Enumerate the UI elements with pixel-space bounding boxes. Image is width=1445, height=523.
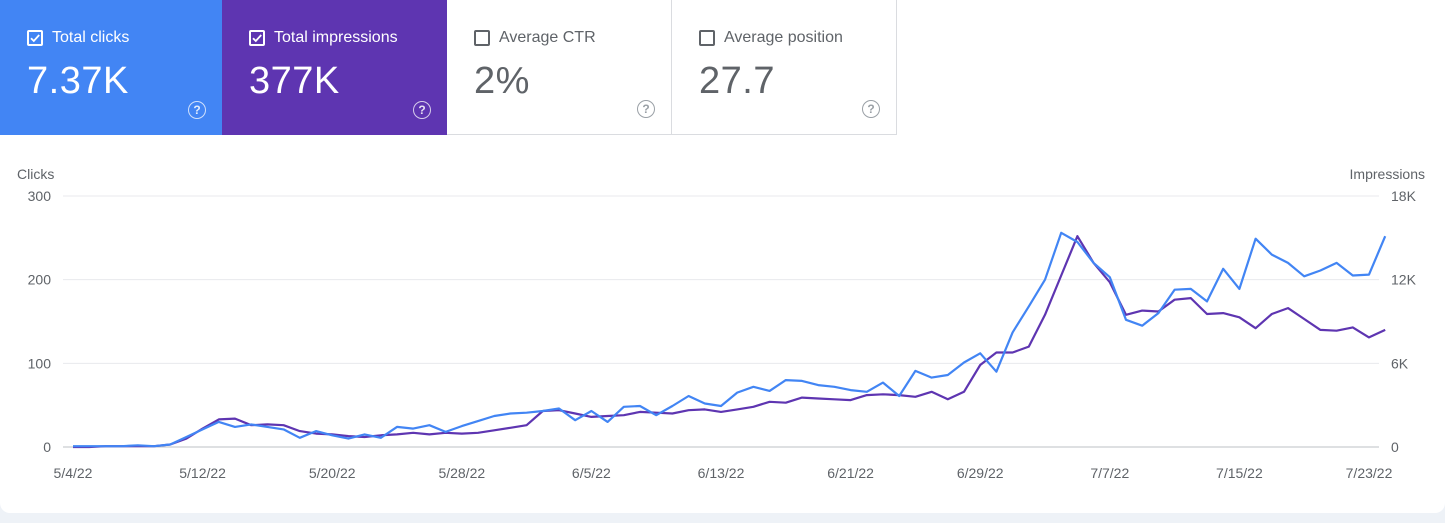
left-axis-tick-label: 300 xyxy=(28,188,52,204)
x-axis-tick-label: 5/12/22 xyxy=(179,465,226,481)
right-axis-tick-label: 6K xyxy=(1391,355,1409,371)
x-axis-tick-label: 6/29/22 xyxy=(957,465,1004,481)
metric-label: Average position xyxy=(724,29,843,46)
clicks-series-line xyxy=(73,231,1387,448)
left-axis-ticks: 300 200 100 0 xyxy=(28,188,52,455)
metric-value: 377K xyxy=(249,60,340,102)
checkbox-checked-icon[interactable] xyxy=(27,30,43,46)
impressions-series-line xyxy=(73,235,1386,449)
metric-label: Total clicks xyxy=(52,29,130,46)
right-axis-tick-label: 0 xyxy=(1391,439,1399,455)
metric-value: 27.7 xyxy=(699,60,775,102)
average-ctr-tile[interactable]: Average CTR 2% ? xyxy=(447,0,672,135)
metric-value: 7.37K xyxy=(27,60,129,102)
left-axis-tick-label: 0 xyxy=(43,439,51,455)
right-axis-tick-label: 12K xyxy=(1391,272,1417,288)
checkbox-unchecked-icon[interactable] xyxy=(699,30,715,46)
left-axis-tick-label: 200 xyxy=(28,272,52,288)
checkbox-unchecked-icon[interactable] xyxy=(474,30,490,46)
x-axis-tick-label: 7/23/22 xyxy=(1346,465,1393,481)
help-icon[interactable]: ? xyxy=(188,101,206,119)
help-icon[interactable]: ? xyxy=(413,101,431,119)
chart-lines xyxy=(73,231,1387,449)
x-axis-ticks: 5/4/22 5/12/22 5/20/22 5/28/22 6/5/22 6/13/22… xyxy=(54,465,1393,481)
help-icon[interactable]: ? xyxy=(862,100,880,118)
metric-label: Average CTR xyxy=(499,29,596,46)
average-position-tile[interactable]: Average position 27.7 ? xyxy=(672,0,897,135)
right-axis-tick-label: 18K xyxy=(1391,188,1417,204)
x-axis-tick-label: 5/28/22 xyxy=(438,465,485,481)
x-axis-tick-label: 5/4/22 xyxy=(54,465,93,481)
left-axis-title: Clicks xyxy=(17,166,54,182)
metric-tiles: Total clicks 7.37K ? Total impressions 3… xyxy=(0,0,897,135)
left-axis-tick-label: 100 xyxy=(28,355,52,371)
metric-label: Total impressions xyxy=(274,29,398,46)
x-axis-tick-label: 6/13/22 xyxy=(698,465,745,481)
total-clicks-tile[interactable]: Total clicks 7.37K ? xyxy=(0,0,222,135)
total-impressions-tile[interactable]: Total impressions 377K ? xyxy=(222,0,447,135)
right-axis-ticks: 18K 12K 6K 0 xyxy=(1391,188,1417,455)
x-axis-tick-label: 7/7/22 xyxy=(1090,465,1129,481)
x-axis-tick-label: 7/15/22 xyxy=(1216,465,1263,481)
x-axis-tick-label: 5/20/22 xyxy=(309,465,356,481)
metric-value: 2% xyxy=(474,60,530,102)
help-icon[interactable]: ? xyxy=(637,100,655,118)
x-axis-tick-label: 6/21/22 xyxy=(827,465,874,481)
x-axis-tick-label: 6/5/22 xyxy=(572,465,611,481)
checkbox-checked-icon[interactable] xyxy=(249,30,265,46)
right-axis-title: Impressions xyxy=(1350,166,1425,182)
chart-grid xyxy=(63,195,1379,448)
